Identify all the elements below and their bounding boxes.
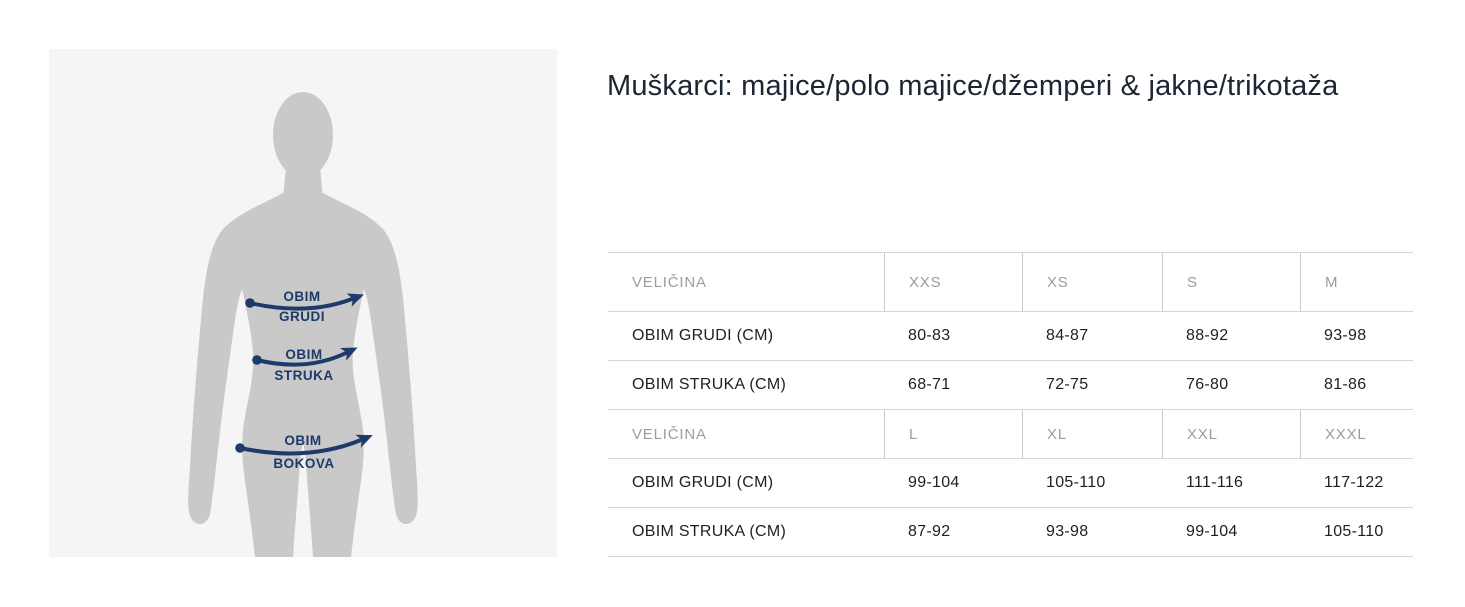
size-header-row-xxs-m: VELIČINA XXS XS S M: [608, 253, 1413, 312]
size-value-cell: 81-86: [1324, 376, 1367, 393]
size-value-cell: 105-110: [1046, 474, 1106, 491]
size-value-cell: 105-110: [1324, 523, 1384, 540]
measurement-figure-panel: OBIM GRUDI OBIM STRUKA OBIM BOKOVA: [49, 49, 557, 557]
size-header-label: VELIČINA: [632, 425, 707, 443]
size-column-header-s: S: [1162, 253, 1300, 311]
chest-measurement: OBIM GRUDI: [245, 289, 364, 324]
size-column-header-xl: XL: [1022, 410, 1162, 458]
chest-arrow: [248, 293, 364, 311]
size-value-cell: 68-71: [908, 376, 951, 393]
hips-arrow: [238, 434, 373, 456]
size-column-header-m: M: [1300, 253, 1413, 311]
chest-label-line1: OBIM: [283, 289, 320, 304]
size-value-cell: 99-104: [1186, 523, 1238, 540]
table-row-chest-xxs-m: OBIM GRUDI (CM) 80-83 84-87 88-92 93-98: [608, 312, 1413, 361]
size-value-cell: 111-116: [1186, 474, 1244, 491]
row-label: OBIM STRUKA (CM): [632, 523, 787, 540]
row-label: OBIM GRUDI (CM): [632, 474, 774, 491]
size-value-cell: 80-83: [908, 327, 951, 344]
size-column-header-xxs: XXS: [884, 253, 1022, 311]
size-header-label: VELIČINA: [632, 273, 707, 291]
page-title: Muškarci: majice/polo majice/džemperi & …: [607, 70, 1339, 102]
waist-measurement: OBIM STRUKA: [252, 347, 358, 383]
waist-label-line2: STRUKA: [274, 368, 333, 383]
torso-arms-legs-shape: [188, 193, 418, 557]
hips-label-line1: OBIM: [284, 433, 321, 448]
size-value-cell: 84-87: [1046, 327, 1089, 344]
waist-arrow: [255, 347, 358, 367]
waist-label-line1: OBIM: [285, 347, 322, 362]
hips-label-line2: BOKOVA: [273, 456, 334, 471]
size-value-cell: 93-98: [1324, 327, 1367, 344]
size-column-header-l: L: [884, 410, 1022, 458]
size-value-cell: 93-98: [1046, 523, 1089, 540]
size-value-cell: 87-92: [908, 523, 951, 540]
row-label: OBIM STRUKA (CM): [632, 376, 787, 393]
size-value-cell: 72-75: [1046, 376, 1089, 393]
size-value-cell: 76-80: [1186, 376, 1229, 393]
row-label: OBIM GRUDI (CM): [632, 327, 774, 344]
table-row-waist-xxs-m: OBIM STRUKA (CM) 68-71 72-75 76-80 81-86: [608, 361, 1413, 410]
size-value-cell: 99-104: [908, 474, 960, 491]
table-row-waist-l-xxxl: OBIM STRUKA (CM) 87-92 93-98 99-104 105-…: [608, 508, 1413, 557]
size-column-header-xxl: XXL: [1162, 410, 1300, 458]
size-value-cell: 117-122: [1324, 474, 1384, 491]
male-silhouette-diagram: OBIM GRUDI OBIM STRUKA OBIM BOKOVA: [188, 92, 418, 557]
size-column-header-xs: XS: [1022, 253, 1162, 311]
body-silhouette: [188, 92, 418, 557]
hips-measurement: OBIM BOKOVA: [235, 433, 373, 471]
size-header-row-l-xxxl: VELIČINA L XL XXL XXXL: [608, 410, 1413, 459]
size-column-header-xxxl: XXXL: [1300, 410, 1413, 458]
table-row-chest-l-xxxl: OBIM GRUDI (CM) 99-104 105-110 111-116 1…: [608, 459, 1413, 508]
size-table: VELIČINA XXS XS S M OBIM GRUDI (CM) 80-8…: [608, 252, 1413, 557]
size-value-cell: 88-92: [1186, 327, 1229, 344]
chest-label-line2: GRUDI: [279, 309, 325, 324]
